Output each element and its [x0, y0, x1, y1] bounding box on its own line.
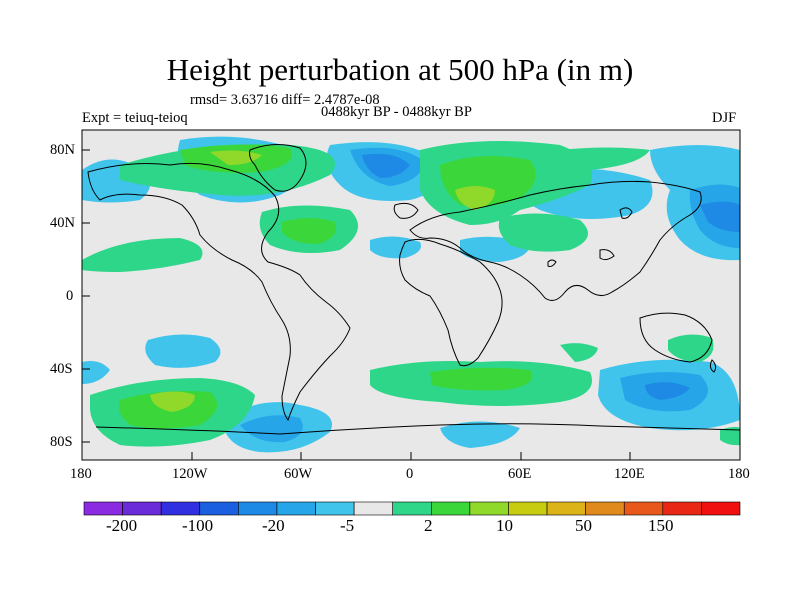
lon-label: 60E — [508, 466, 532, 482]
lat-label: 40S — [50, 361, 73, 377]
coastlines — [87, 144, 740, 435]
colorbar-swatch — [469, 501, 509, 516]
lon-label: 60W — [284, 466, 313, 482]
lon-label: 180 — [70, 466, 92, 482]
colorbar-swatch — [430, 501, 471, 516]
colorbar-swatch — [315, 501, 355, 516]
lat-label: 80N — [50, 142, 75, 158]
colorbar-swatch — [623, 501, 664, 516]
colorbar-swatch — [276, 501, 316, 516]
colorbar-swatch — [585, 501, 625, 516]
colorbar-swatch — [238, 501, 278, 516]
colorbar-swatch — [353, 501, 394, 516]
colorbar-label: -200 — [106, 516, 138, 535]
lon-label: 180 — [728, 466, 750, 482]
colorbar-label: -100 — [182, 516, 214, 535]
colorbar-swatch — [701, 501, 741, 516]
lat-label: 0 — [66, 288, 74, 304]
negative-anomaly-strong — [362, 153, 740, 400]
colorbar-label: -5 — [340, 516, 355, 535]
colorbar-swatch — [199, 501, 239, 516]
colorbar-label: 10 — [496, 516, 513, 535]
axis-ticks — [82, 149, 631, 460]
expt-label: Expt = teiuq-teioq — [82, 110, 188, 126]
colorbar-swatch — [508, 501, 548, 516]
colorbar-swatch — [160, 501, 201, 516]
lat-label: 80S — [50, 434, 73, 450]
colorbar-label: 2 — [424, 516, 433, 535]
colorbar-label: 150 — [648, 516, 674, 535]
period-label: 0488kyr BP - 0488kyr BP — [321, 104, 472, 120]
season-label: DJF — [712, 110, 737, 126]
colorbar-swatch — [83, 501, 123, 516]
stats-text: rmsd= 3.63716 diff= 2.4787e-08 — [190, 92, 380, 108]
positive-anomaly-strong — [150, 150, 495, 412]
lat-label: 40N — [50, 215, 75, 231]
colorbar-label: -20 — [262, 516, 285, 535]
lon-label: 120W — [172, 466, 208, 482]
colorbar-swatch — [122, 501, 162, 516]
colorbar-swatch — [546, 501, 586, 516]
colorbar — [83, 501, 741, 516]
plot-title: Height perturbation at 500 hPa (in m) — [166, 52, 634, 87]
colorbar-swatch — [392, 501, 432, 516]
colorbar-swatch — [662, 501, 702, 516]
colorbar-label: 50 — [575, 516, 592, 535]
lon-label: 0 — [406, 466, 414, 482]
lon-label: 120E — [614, 466, 645, 482]
